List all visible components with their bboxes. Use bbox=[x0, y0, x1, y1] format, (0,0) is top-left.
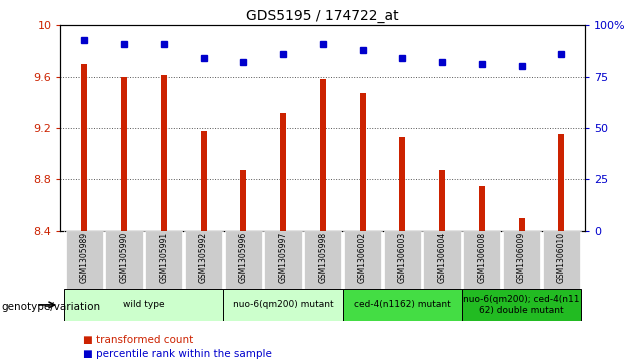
Bar bbox=[161, 76, 167, 231]
Bar bbox=[200, 131, 207, 231]
Bar bbox=[64, 289, 223, 321]
Text: wild type: wild type bbox=[123, 301, 165, 309]
Bar bbox=[81, 64, 87, 231]
Bar bbox=[424, 231, 460, 289]
Bar bbox=[343, 289, 462, 321]
Bar bbox=[462, 289, 581, 321]
Bar bbox=[66, 231, 103, 289]
Bar bbox=[280, 113, 286, 231]
Bar bbox=[503, 231, 540, 289]
Text: genotype/variation: genotype/variation bbox=[1, 302, 100, 312]
Bar bbox=[344, 231, 381, 289]
Text: GSM1305996: GSM1305996 bbox=[238, 232, 248, 284]
Text: GSM1305989: GSM1305989 bbox=[80, 232, 89, 284]
Bar bbox=[439, 170, 445, 231]
Bar bbox=[479, 185, 485, 231]
Bar bbox=[518, 218, 525, 231]
Bar bbox=[320, 79, 326, 231]
Text: GSM1306004: GSM1306004 bbox=[438, 232, 446, 284]
Bar bbox=[240, 170, 246, 231]
Bar bbox=[558, 134, 564, 231]
Text: GSM1305990: GSM1305990 bbox=[120, 232, 128, 284]
Text: nuo-6(qm200); ced-4(n11
62) double mutant: nuo-6(qm200); ced-4(n11 62) double mutan… bbox=[463, 295, 580, 315]
Text: GSM1306002: GSM1306002 bbox=[358, 232, 367, 284]
Text: ced-4(n1162) mutant: ced-4(n1162) mutant bbox=[354, 301, 451, 309]
Title: GDS5195 / 174722_at: GDS5195 / 174722_at bbox=[247, 9, 399, 23]
Text: GSM1306008: GSM1306008 bbox=[477, 232, 487, 284]
Bar bbox=[106, 231, 142, 289]
Bar bbox=[223, 289, 343, 321]
Bar bbox=[121, 77, 127, 231]
Bar bbox=[225, 231, 262, 289]
Text: GSM1305997: GSM1305997 bbox=[279, 232, 287, 284]
Bar bbox=[359, 93, 366, 231]
Bar bbox=[185, 231, 222, 289]
Bar bbox=[384, 231, 421, 289]
Text: GSM1306009: GSM1306009 bbox=[517, 232, 526, 284]
Bar bbox=[145, 231, 183, 289]
Bar bbox=[265, 231, 301, 289]
Text: ■ transformed count: ■ transformed count bbox=[83, 335, 193, 346]
Text: GSM1306010: GSM1306010 bbox=[556, 232, 566, 284]
Bar bbox=[463, 231, 501, 289]
Bar bbox=[543, 231, 580, 289]
Text: GSM1306003: GSM1306003 bbox=[398, 232, 407, 284]
Text: ■ percentile rank within the sample: ■ percentile rank within the sample bbox=[83, 349, 272, 359]
Text: nuo-6(qm200) mutant: nuo-6(qm200) mutant bbox=[233, 301, 333, 309]
Text: GSM1305998: GSM1305998 bbox=[318, 232, 328, 284]
Bar bbox=[399, 137, 405, 231]
Text: GSM1305992: GSM1305992 bbox=[199, 232, 208, 284]
Bar bbox=[304, 231, 342, 289]
Text: GSM1305991: GSM1305991 bbox=[159, 232, 169, 284]
